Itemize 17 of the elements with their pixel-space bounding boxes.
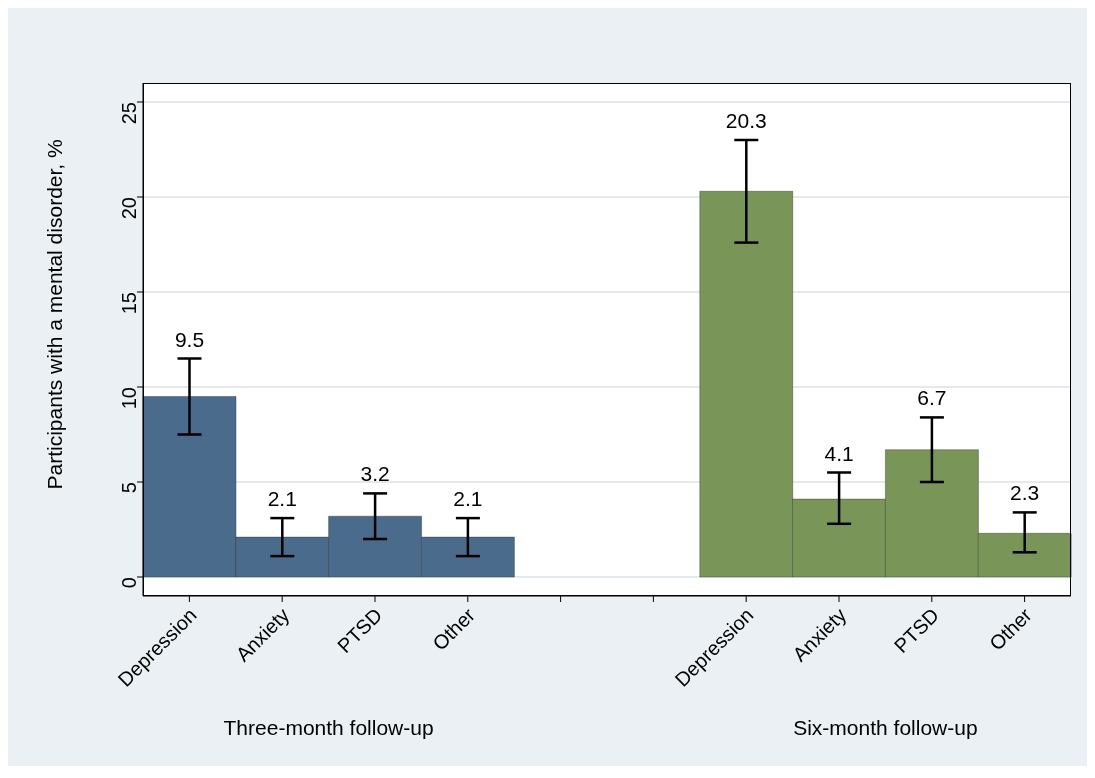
y-tick-label: 0 bbox=[118, 577, 141, 589]
y-tick-label: 5 bbox=[118, 482, 141, 494]
data-label: 6.7 bbox=[917, 386, 947, 410]
data-label: 2.1 bbox=[453, 487, 483, 511]
data-label: 9.5 bbox=[174, 327, 205, 351]
data-label: 3.2 bbox=[360, 462, 390, 486]
y-axis-title: Participants with a mental disorder, % bbox=[43, 139, 67, 490]
data-label: 2.1 bbox=[267, 487, 297, 511]
y-tick-label: 15 bbox=[118, 292, 141, 315]
text: Three-month follow-up bbox=[222, 716, 435, 740]
y-tick-label: 10 bbox=[118, 387, 141, 410]
data-label: 4.1 bbox=[824, 441, 854, 465]
y-tick-label: 25 bbox=[118, 102, 141, 125]
data-label: 2.3 bbox=[1010, 481, 1040, 505]
text: Six-month follow-up bbox=[792, 716, 979, 740]
data-label: 20.3 bbox=[725, 109, 767, 132]
y-tick-label: 20 bbox=[118, 197, 141, 220]
